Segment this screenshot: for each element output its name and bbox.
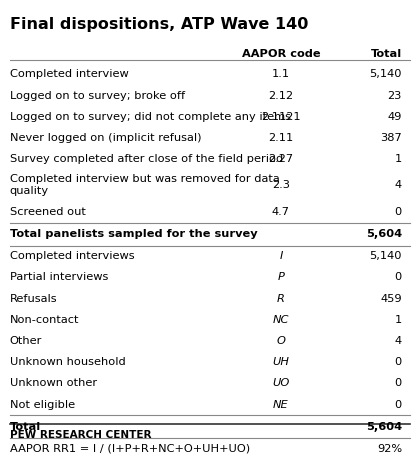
Text: Total: Total <box>10 422 41 432</box>
Text: 459: 459 <box>380 294 402 304</box>
Text: 4: 4 <box>395 180 402 190</box>
Text: 23: 23 <box>388 90 402 100</box>
Text: Total panelists sampled for the survey: Total panelists sampled for the survey <box>10 229 257 239</box>
Text: Completed interviews: Completed interviews <box>10 251 134 261</box>
Text: Refusals: Refusals <box>10 294 58 304</box>
Text: 0: 0 <box>395 207 402 217</box>
Text: O: O <box>276 336 286 346</box>
Text: Logged on to survey; broke off: Logged on to survey; broke off <box>10 90 185 100</box>
Text: Total: Total <box>371 49 402 59</box>
Text: Not eligible: Not eligible <box>10 400 75 410</box>
Text: I: I <box>279 251 283 261</box>
Text: Survey completed after close of the field period: Survey completed after close of the fiel… <box>10 154 283 164</box>
Text: NC: NC <box>273 315 289 325</box>
Text: Completed interview but was removed for data
quality: Completed interview but was removed for … <box>10 174 279 196</box>
Text: AAPOR code: AAPOR code <box>241 49 320 59</box>
Text: Unknown household: Unknown household <box>10 357 126 367</box>
Text: PEW RESEARCH CENTER: PEW RESEARCH CENTER <box>10 430 151 440</box>
Text: R: R <box>277 294 285 304</box>
Text: 2.11: 2.11 <box>268 133 294 143</box>
Text: 2.27: 2.27 <box>268 154 294 164</box>
Text: Non-contact: Non-contact <box>10 315 79 325</box>
Text: 49: 49 <box>388 112 402 122</box>
Text: 4.7: 4.7 <box>272 207 290 217</box>
Text: UH: UH <box>273 357 289 367</box>
Text: 5,140: 5,140 <box>370 69 402 79</box>
Text: 4: 4 <box>395 336 402 346</box>
Text: 92%: 92% <box>377 444 402 454</box>
Text: Never logged on (implicit refusal): Never logged on (implicit refusal) <box>10 133 201 143</box>
Text: P: P <box>278 272 284 282</box>
Text: 0: 0 <box>395 357 402 367</box>
Text: 2.12: 2.12 <box>268 90 294 100</box>
Text: Final dispositions, ATP Wave 140: Final dispositions, ATP Wave 140 <box>10 17 308 32</box>
Text: Completed interview: Completed interview <box>10 69 129 79</box>
Text: Partial interviews: Partial interviews <box>10 272 108 282</box>
Text: Other: Other <box>10 336 42 346</box>
Text: 0: 0 <box>395 400 402 410</box>
Text: Unknown other: Unknown other <box>10 379 97 389</box>
Text: 0: 0 <box>395 272 402 282</box>
Text: 5,604: 5,604 <box>366 422 402 432</box>
Text: 2.1121: 2.1121 <box>261 112 301 122</box>
Text: 1: 1 <box>395 154 402 164</box>
Text: 2.3: 2.3 <box>272 180 290 190</box>
Text: NE: NE <box>273 400 289 410</box>
Text: 5,140: 5,140 <box>370 251 402 261</box>
Text: 0: 0 <box>395 379 402 389</box>
Text: 1: 1 <box>395 315 402 325</box>
Text: Screened out: Screened out <box>10 207 86 217</box>
Text: AAPOR RR1 = I / (I+P+R+NC+O+UH+UO): AAPOR RR1 = I / (I+P+R+NC+O+UH+UO) <box>10 444 250 454</box>
Text: 1.1: 1.1 <box>272 69 290 79</box>
Text: 5,604: 5,604 <box>366 229 402 239</box>
Text: UO: UO <box>272 379 290 389</box>
Text: Logged on to survey; did not complete any items: Logged on to survey; did not complete an… <box>10 112 291 122</box>
Text: 387: 387 <box>380 133 402 143</box>
